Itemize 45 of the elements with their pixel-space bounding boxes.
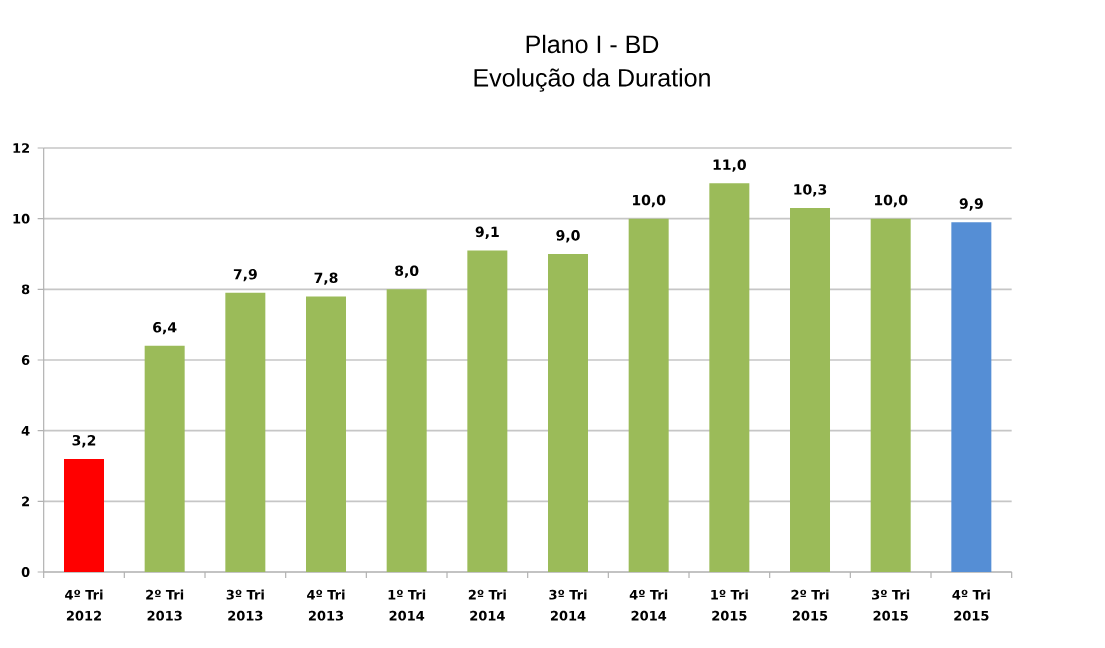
x-tick-label: 1º Tri 2015	[711, 589, 748, 621]
chart-subtitle: Evolução da Duration	[474, 68, 710, 92]
bar	[467, 250, 508, 572]
x-tick-label: 1º Tri 2014	[388, 589, 426, 621]
data-label: 8,0	[395, 265, 419, 278]
data-label: 7,8	[314, 272, 338, 285]
bar	[709, 183, 750, 572]
data-label: 10,3	[794, 184, 827, 197]
y-tick-label: 4	[21, 425, 30, 436]
data-label: 10,0	[874, 194, 908, 208]
y-tick-label: 6	[21, 355, 30, 365]
x-tick-label: 3º Tri 2014	[549, 589, 587, 621]
bar	[951, 222, 992, 572]
bar	[790, 208, 831, 572]
x-tick-label: 2º Tri 2015	[791, 589, 829, 621]
y-tick-label: 2	[22, 496, 30, 507]
y-tick-label: 0	[21, 567, 30, 577]
x-tick-label: 4º Tri 2012	[65, 589, 103, 621]
bar	[225, 292, 266, 572]
data-label: 9,1	[475, 226, 499, 239]
x-tick-label: 4º Tri 2014	[629, 589, 668, 621]
data-label: 9,9	[959, 198, 983, 211]
bar	[628, 218, 669, 572]
data-label: 10,0	[632, 194, 666, 208]
x-tick-label: 3º Tri 2013	[226, 589, 264, 621]
x-tick-label: 4º Tri 2015	[952, 589, 990, 621]
bar	[306, 296, 346, 572]
bar	[144, 345, 185, 572]
chart-title: Plano I - BD	[526, 34, 659, 54]
x-tick-label: 2º Tri 2014	[468, 589, 506, 621]
x-tick-label: 2º Tri 2013	[146, 589, 184, 621]
x-tick-label: 4º Tri 2013	[307, 589, 345, 621]
data-label: 6,4	[153, 321, 177, 335]
data-label: 7,9	[233, 268, 257, 282]
y-tick-label: 12	[13, 143, 30, 153]
x-tick-label: 3º Tri 2015	[872, 589, 910, 621]
bar	[64, 458, 104, 572]
y-tick-label: 10	[13, 213, 30, 224]
data-label: 9,0	[556, 230, 580, 243]
data-label: 11,0	[713, 159, 746, 172]
bar	[548, 254, 589, 572]
y-tick-label: 8	[21, 284, 30, 295]
bar	[386, 289, 427, 572]
bar	[870, 218, 911, 572]
data-label: 3,2	[72, 435, 96, 448]
